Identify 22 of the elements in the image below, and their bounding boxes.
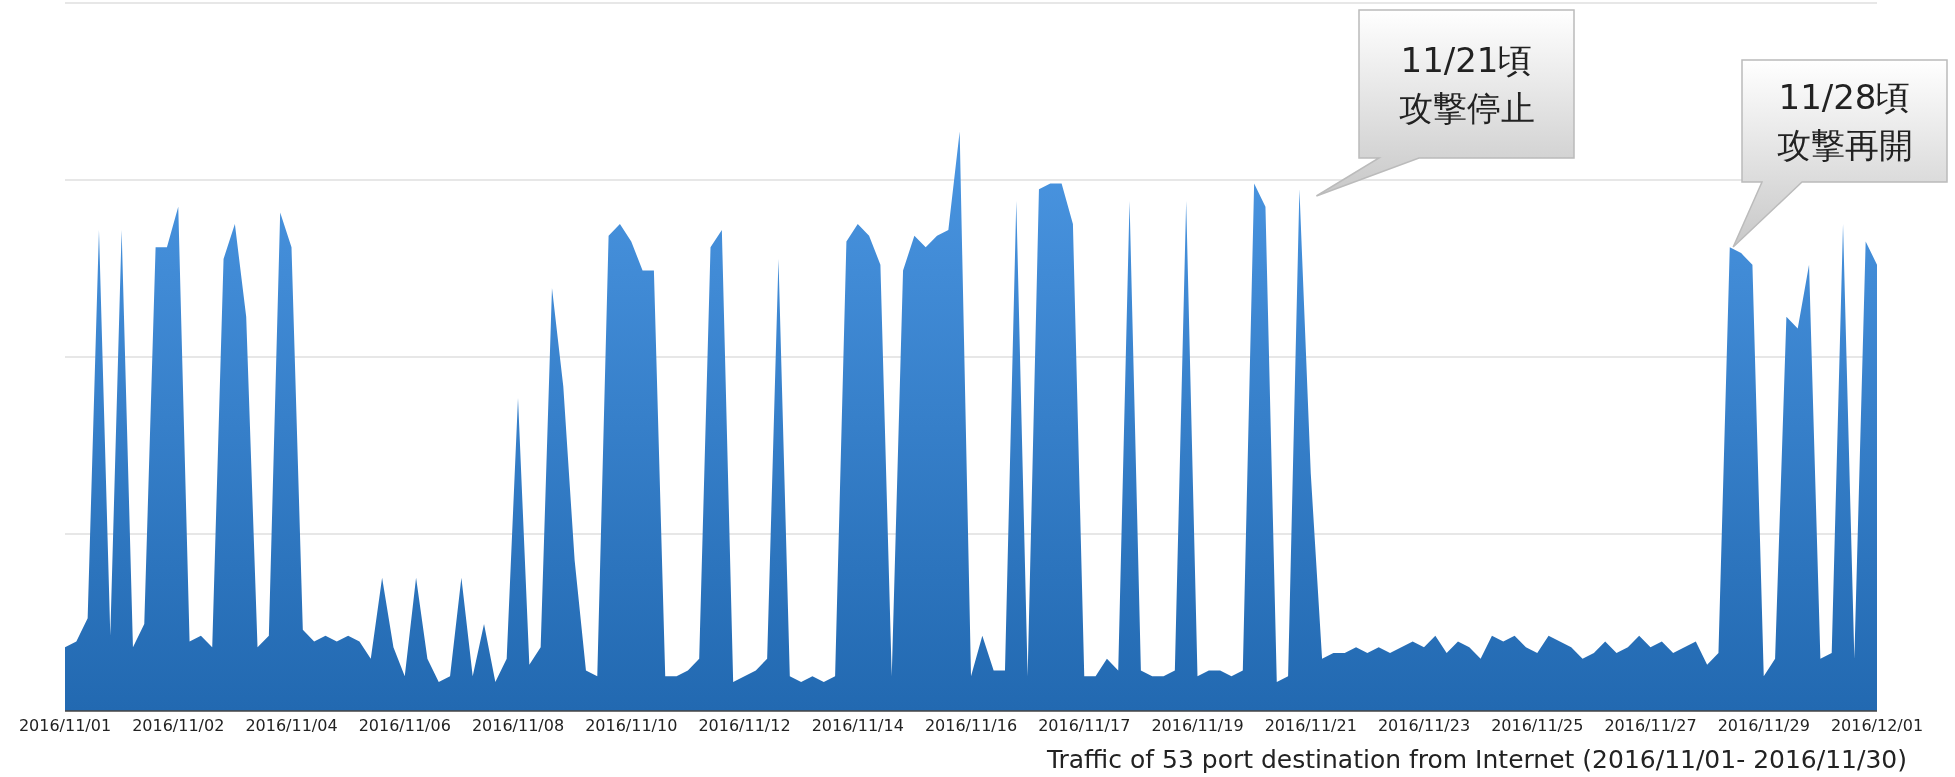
text: 攻撃停止 <box>1398 88 1535 128</box>
x-tick-label: 2016/11/21 <box>1264 716 1357 735</box>
x-tick-label: 2016/11/23 <box>1377 716 1471 735</box>
x-tick-label: 2016/11/29 <box>1717 716 1810 735</box>
x-tick-label: 2016/11/19 <box>1151 716 1244 735</box>
x-tick-label: 2016/12/01 <box>1830 716 1924 735</box>
x-tick-label: 2016/11/04 <box>245 716 338 735</box>
x-tick-label: 2016/11/12 <box>698 716 791 735</box>
text: 11/28頃 <box>1778 77 1911 117</box>
annotation: 攻撃再開 <box>1776 125 1913 165</box>
x-tick-label: 2016/11/06 <box>358 716 451 735</box>
x-axis-title: Traffic of 53 port destination from Internet (2016/11/01- 2016/11/30) <box>1045 745 1907 774</box>
x-tick-label: 2016/11/14 <box>811 716 904 735</box>
x-tick-label: 2016/11/08 <box>471 716 565 735</box>
x-tick-label: 2016/11/01 <box>18 716 112 735</box>
x-tick-label: 2016/11/16 <box>924 716 1018 735</box>
x-tick-label: 2016/11/25 <box>1491 716 1584 735</box>
x-tick-label: 2016/11/10 <box>585 716 678 735</box>
text: 11/21頃 <box>1400 40 1533 80</box>
x-tick-label: 2016/11/27 <box>1604 716 1697 735</box>
x-tick-label: 2016/11/02 <box>132 716 225 735</box>
x-tick-label: 2016/11/17 <box>1038 716 1131 735</box>
